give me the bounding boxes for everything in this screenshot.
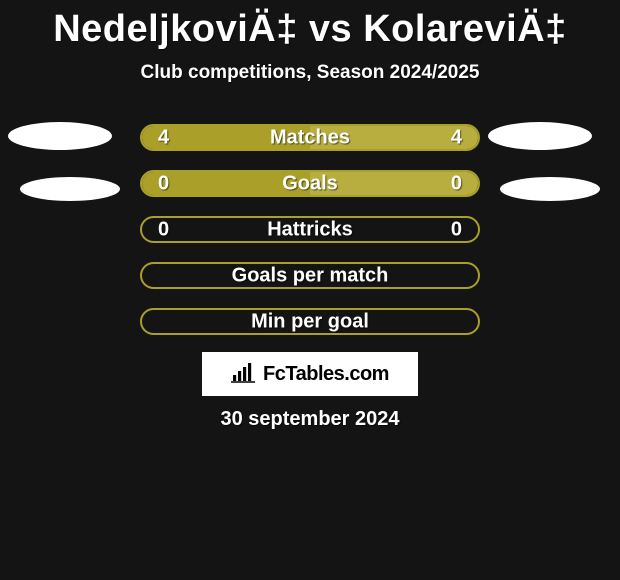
player-right-placeholder <box>488 122 592 150</box>
stat-row: Min per goal <box>0 308 620 335</box>
stat-row: 44Matches <box>0 124 620 151</box>
stat-label: Min per goal <box>142 310 478 333</box>
page-subtitle: Club competitions, Season 2024/2025 <box>0 62 620 84</box>
stat-value-left: 0 <box>158 218 169 241</box>
stat-bar-right <box>310 172 478 195</box>
stat-label: Goals per match <box>142 264 478 287</box>
player-left-placeholder <box>20 177 120 201</box>
stat-value-right: 0 <box>451 218 462 241</box>
stat-bar-left <box>142 172 310 195</box>
fctables-logo[interactable]: FcTables.com <box>202 352 418 396</box>
stat-row: Goals per match <box>0 262 620 289</box>
chart-bars-icon <box>231 361 257 388</box>
stat-bar: 44Matches <box>140 124 480 151</box>
player-right-placeholder <box>500 177 600 201</box>
background <box>0 0 620 580</box>
stat-label: Hattricks <box>142 218 478 241</box>
stat-row: 0 0Hattricks <box>0 216 620 243</box>
stat-bar-left <box>142 126 310 149</box>
stat-bar: Goals per match <box>140 262 480 289</box>
stat-bar: 00Goals <box>140 170 480 197</box>
player-left-placeholder <box>8 122 112 150</box>
stat-bar: 0 0Hattricks <box>140 216 480 243</box>
stat-bar-right <box>310 126 478 149</box>
stat-bar: Min per goal <box>140 308 480 335</box>
logo-text: FcTables.com <box>263 363 389 386</box>
stat-row: 00Goals <box>0 170 620 197</box>
date-label: 30 september 2024 <box>0 408 620 431</box>
page-title: NedeljkoviÄ‡ vs KolareviÄ‡ <box>0 8 620 51</box>
